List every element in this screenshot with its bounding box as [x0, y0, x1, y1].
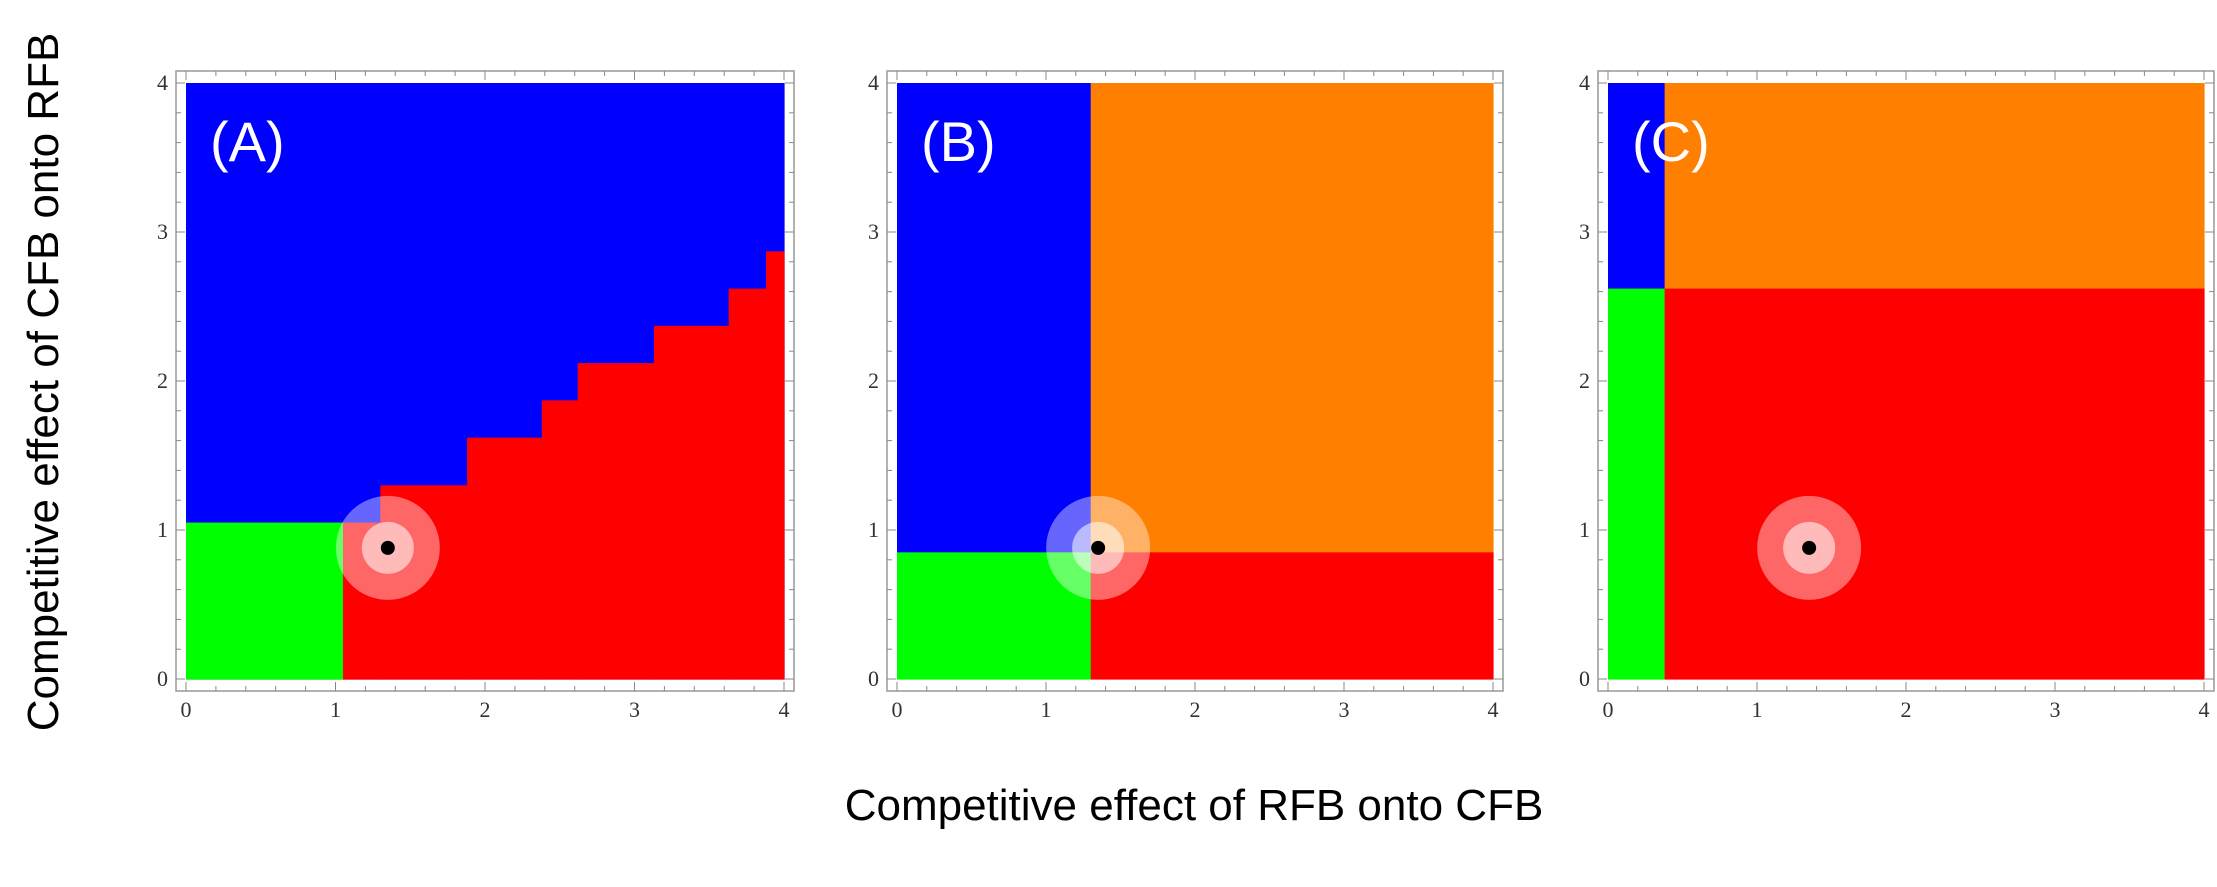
y-tick-label: 4 [868, 70, 879, 95]
y-axis-label: Competitive effect of CFB onto RFB [19, 33, 68, 732]
y-tick-label: 3 [1579, 219, 1590, 244]
x-tick-label: 1 [1041, 697, 1052, 722]
x-tick-label: 0 [181, 697, 192, 722]
y-tick-label: 3 [157, 219, 168, 244]
y-tick-label: 1 [868, 517, 879, 542]
y-tick-label: 2 [1579, 368, 1590, 393]
y-tick-label: 3 [868, 219, 879, 244]
y-tick-label: 0 [868, 666, 879, 691]
region-red [1090, 552, 1494, 680]
region-red [380, 485, 468, 680]
x-tick-label: 2 [480, 697, 491, 722]
y-tick-label: 4 [1579, 70, 1590, 95]
x-tick-label: 2 [1190, 697, 1201, 722]
data-point [1802, 540, 1817, 555]
y-tick-label: 1 [1579, 517, 1590, 542]
x-axis-label: Competitive effect of RFB onto CFB [845, 781, 1544, 830]
y-tick-label: 0 [1579, 666, 1590, 691]
x-tick-label: 2 [1901, 697, 1912, 722]
x-tick-label: 4 [779, 697, 790, 722]
data-point [1091, 540, 1106, 555]
region-red [653, 325, 730, 680]
region-green [1608, 288, 1666, 680]
region-orange [1664, 83, 2205, 290]
x-tick-label: 1 [1752, 697, 1763, 722]
region-red [728, 288, 767, 680]
panel-label: (A) [210, 110, 285, 173]
panel-1: 0 1 2 3 4 0 1 2 3 4 (B) [868, 70, 1504, 722]
panel-label: (B) [921, 110, 996, 173]
x-tick-label: 1 [330, 697, 341, 722]
region-blue [1608, 83, 1666, 290]
y-tick-label: 2 [868, 368, 879, 393]
y-tick-label: 0 [157, 666, 168, 691]
region-red [541, 400, 579, 680]
region-red [766, 251, 785, 680]
y-tick-label: 2 [157, 368, 168, 393]
panel-2: 0 1 2 3 4 0 1 2 3 4 (C) [1579, 70, 2215, 722]
x-tick-label: 4 [2199, 697, 2210, 722]
x-tick-label: 3 [629, 697, 640, 722]
region-green [897, 552, 1092, 680]
data-point [380, 540, 395, 555]
region-green [186, 522, 344, 680]
panels: 0 1 2 3 4 0 1 2 3 4 (A) 0 1 2 3 4 0 1 2 3 4 (B) 0 1 2 3 4 0 1 2 3 4 (C) [157, 70, 2215, 722]
panel-0: 0 1 2 3 4 0 1 2 3 4 (A) [157, 70, 795, 722]
x-tick-label: 0 [892, 697, 903, 722]
x-tick-label: 3 [2050, 697, 2061, 722]
x-tick-label: 4 [1488, 697, 1499, 722]
y-tick-label: 4 [157, 70, 168, 95]
x-tick-label: 0 [1603, 697, 1614, 722]
region-red [577, 363, 655, 680]
x-tick-label: 3 [1339, 697, 1350, 722]
region-red [1664, 288, 2205, 680]
region-red [467, 437, 543, 680]
region-orange [1090, 83, 1494, 553]
y-tick-label: 1 [157, 517, 168, 542]
region-blue [897, 83, 1092, 553]
panel-label: (C) [1632, 110, 1710, 173]
